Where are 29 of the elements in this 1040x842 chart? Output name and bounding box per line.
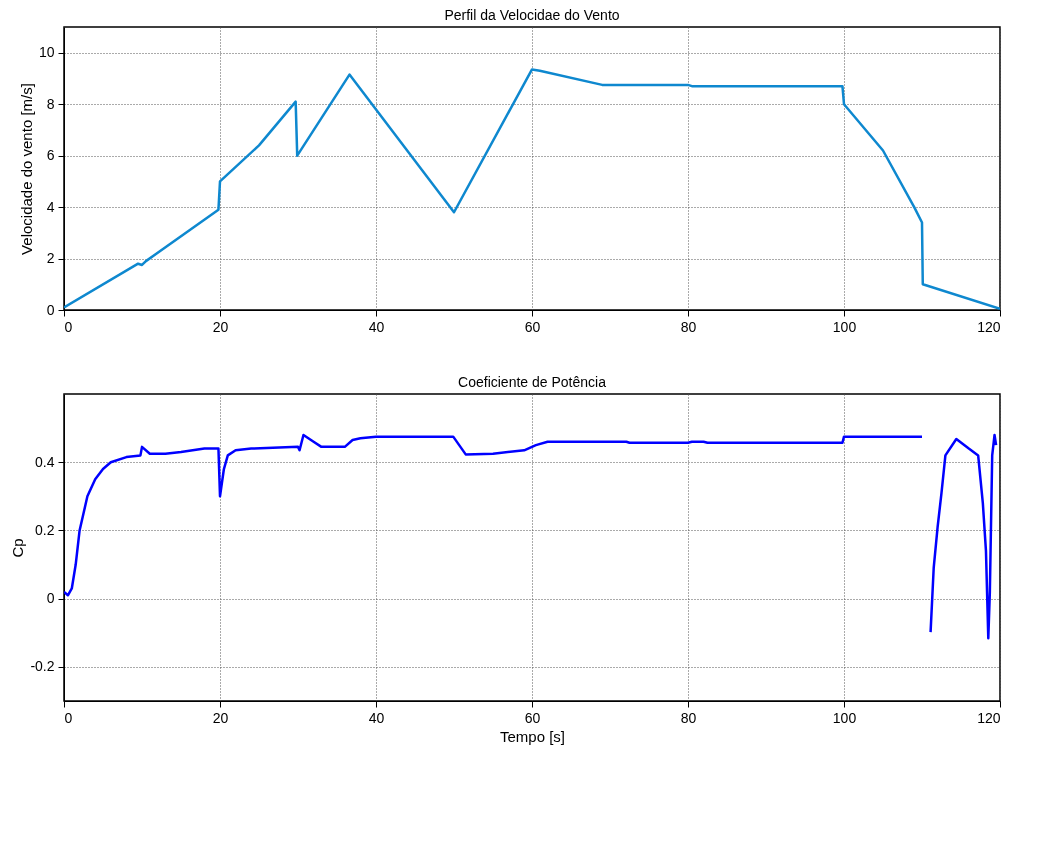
x-tick-label: 120 <box>977 318 1001 335</box>
y-tick-label: 8 <box>46 95 55 112</box>
x-axis-title: Tempo [s] <box>499 727 566 745</box>
y-tick-label: 4 <box>46 198 55 215</box>
x-tick-label: 40 <box>368 709 385 726</box>
y-tick-label: 0.4 <box>35 453 55 470</box>
x-tick-label: 100 <box>832 709 857 726</box>
x-tick-label: 20 <box>212 318 229 335</box>
y-axis-title: Cp <box>9 538 27 558</box>
x-tick-label: 0 <box>64 318 73 335</box>
y-tick-label: 6 <box>46 147 55 164</box>
x-tick-label: 120 <box>977 709 1001 726</box>
y-tick-label: 10 <box>38 44 55 61</box>
y-tick-label: 0 <box>46 590 55 607</box>
x-tick-label: 80 <box>680 709 697 726</box>
y-axis-title: Velocidade do vento [m/s] <box>17 83 35 255</box>
x-tick-label: 40 <box>368 318 385 335</box>
x-tick-label: 0 <box>64 709 73 726</box>
x-tick-label: 60 <box>524 709 541 726</box>
x-tick-label: 20 <box>212 709 229 726</box>
x-tick-label: 60 <box>524 318 541 335</box>
chart-title: Perfil da Velocidae do Vento <box>444 7 620 23</box>
x-tick-label: 80 <box>680 318 697 335</box>
y-tick-label: 0 <box>46 301 55 318</box>
x-tick-label: 100 <box>832 318 857 335</box>
y-tick-label: 0.2 <box>35 521 55 538</box>
y-tick-label: -0.2 <box>30 658 55 675</box>
y-tick-label: 2 <box>46 250 55 267</box>
chart-title: Coeficiente de Potência <box>458 374 607 390</box>
